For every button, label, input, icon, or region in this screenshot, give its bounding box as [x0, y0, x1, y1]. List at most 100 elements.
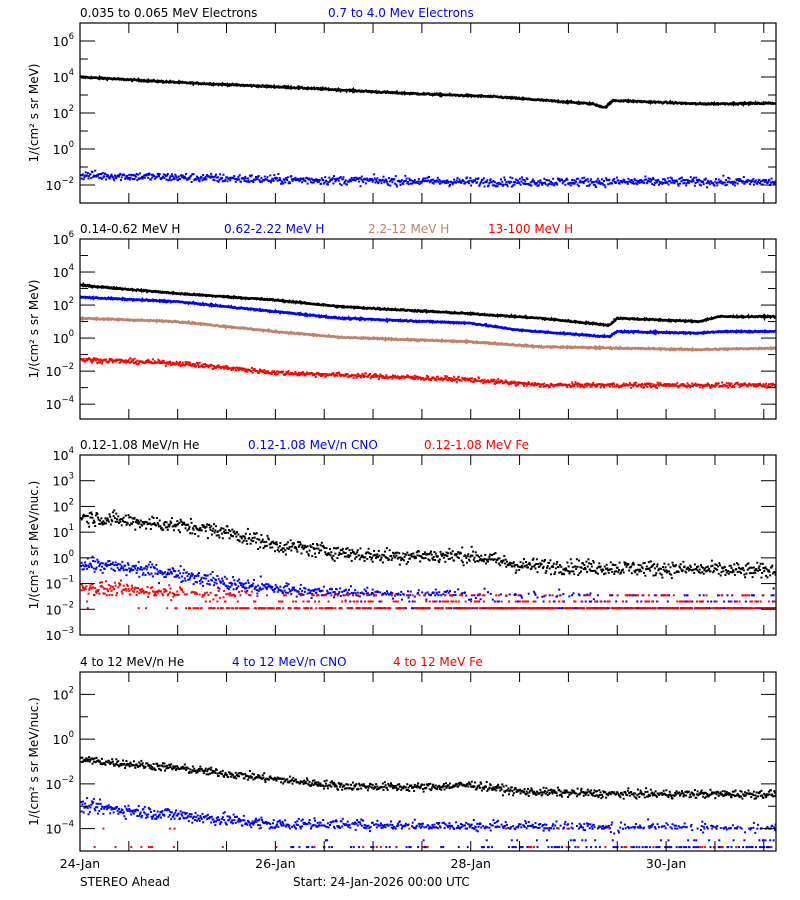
data-point: [519, 183, 522, 186]
data-point: [275, 541, 278, 544]
data-point: [99, 522, 102, 525]
data-point: [102, 562, 105, 565]
data-point: [516, 182, 519, 185]
data-point: [653, 563, 656, 566]
data-point: [318, 587, 321, 590]
data-point: [512, 561, 515, 564]
data-point: [662, 566, 664, 568]
data-point: [467, 379, 470, 382]
data-point: [763, 180, 766, 183]
data-point: [234, 367, 236, 370]
data-point: [687, 566, 690, 569]
data-point: [131, 565, 134, 568]
data-point: [204, 574, 207, 576]
data-point: [174, 173, 177, 176]
data-point: [656, 600, 659, 603]
data-point: [414, 377, 417, 380]
data-point: [202, 584, 205, 587]
data-point: [277, 607, 280, 610]
data-point: [234, 532, 237, 535]
data-point: [643, 178, 646, 181]
data-point: [117, 515, 120, 518]
data-point: [622, 600, 624, 603]
data-point: [609, 568, 612, 571]
data-point: [625, 607, 628, 610]
data-point: [773, 383, 776, 386]
data-point: [146, 565, 149, 568]
data-point: [235, 369, 238, 372]
data-point: [185, 173, 188, 175]
data-point: [547, 607, 550, 610]
data-point: [641, 607, 644, 610]
data-point: [339, 182, 342, 185]
data-point: [453, 607, 456, 610]
data-point: [186, 178, 189, 181]
data-point: [369, 607, 372, 610]
data-point: [423, 551, 426, 554]
data-point: [586, 570, 589, 573]
data-point: [458, 607, 461, 610]
data-point: [668, 180, 671, 183]
data-point: [111, 594, 114, 597]
data-point: [445, 376, 447, 379]
data-point: [128, 567, 131, 570]
data-point: [153, 592, 156, 595]
data-point: [128, 358, 131, 361]
data-point: [164, 575, 167, 578]
data-point: [506, 185, 509, 188]
data-point: [459, 180, 462, 183]
data-point: [186, 529, 189, 532]
data-point: [425, 598, 428, 601]
data-point: [493, 558, 496, 561]
data-point: [288, 588, 291, 591]
data-point: [723, 607, 726, 610]
data-point: [146, 360, 149, 363]
data-point: [612, 564, 615, 566]
data-point: [695, 176, 698, 179]
data-point: [559, 384, 562, 387]
data-point: [509, 176, 512, 179]
data-point: [639, 607, 641, 610]
data-point: [723, 600, 726, 603]
data-point: [237, 175, 240, 178]
data-point: [630, 179, 633, 181]
data-point: [341, 590, 344, 593]
data-point: [322, 544, 325, 547]
data-point: [455, 381, 458, 384]
data-point: [571, 570, 574, 573]
data-point: [317, 372, 320, 375]
data-point: [716, 184, 719, 187]
data-point: [774, 573, 776, 576]
data-point: [653, 182, 656, 185]
data-point: [218, 536, 221, 539]
data-point: [375, 557, 378, 560]
data-point: [287, 370, 290, 372]
data-point: [274, 543, 277, 546]
data-point: [228, 594, 231, 597]
y-tick-label: 106: [53, 230, 74, 247]
data-point: [246, 579, 249, 582]
data-point: [215, 176, 218, 179]
data-point: [649, 386, 652, 389]
data-point: [514, 382, 517, 385]
data-point: [297, 590, 300, 593]
data-point: [295, 548, 298, 551]
data-point: [359, 547, 362, 550]
data-point: [177, 593, 180, 596]
data-point: [479, 598, 482, 601]
data-point: [654, 574, 657, 577]
data-point: [184, 177, 187, 180]
data-point: [767, 569, 770, 572]
data-point: [87, 522, 90, 525]
data-point: [678, 177, 681, 180]
data-point: [570, 562, 573, 565]
data-point: [333, 547, 335, 550]
data-point: [229, 530, 232, 532]
data-point: [149, 767, 152, 769]
data-point: [164, 571, 167, 574]
data-point: [416, 554, 419, 557]
data-point: [80, 517, 82, 520]
data-point: [238, 578, 241, 581]
data-point: [246, 589, 249, 592]
data-point: [735, 607, 738, 610]
